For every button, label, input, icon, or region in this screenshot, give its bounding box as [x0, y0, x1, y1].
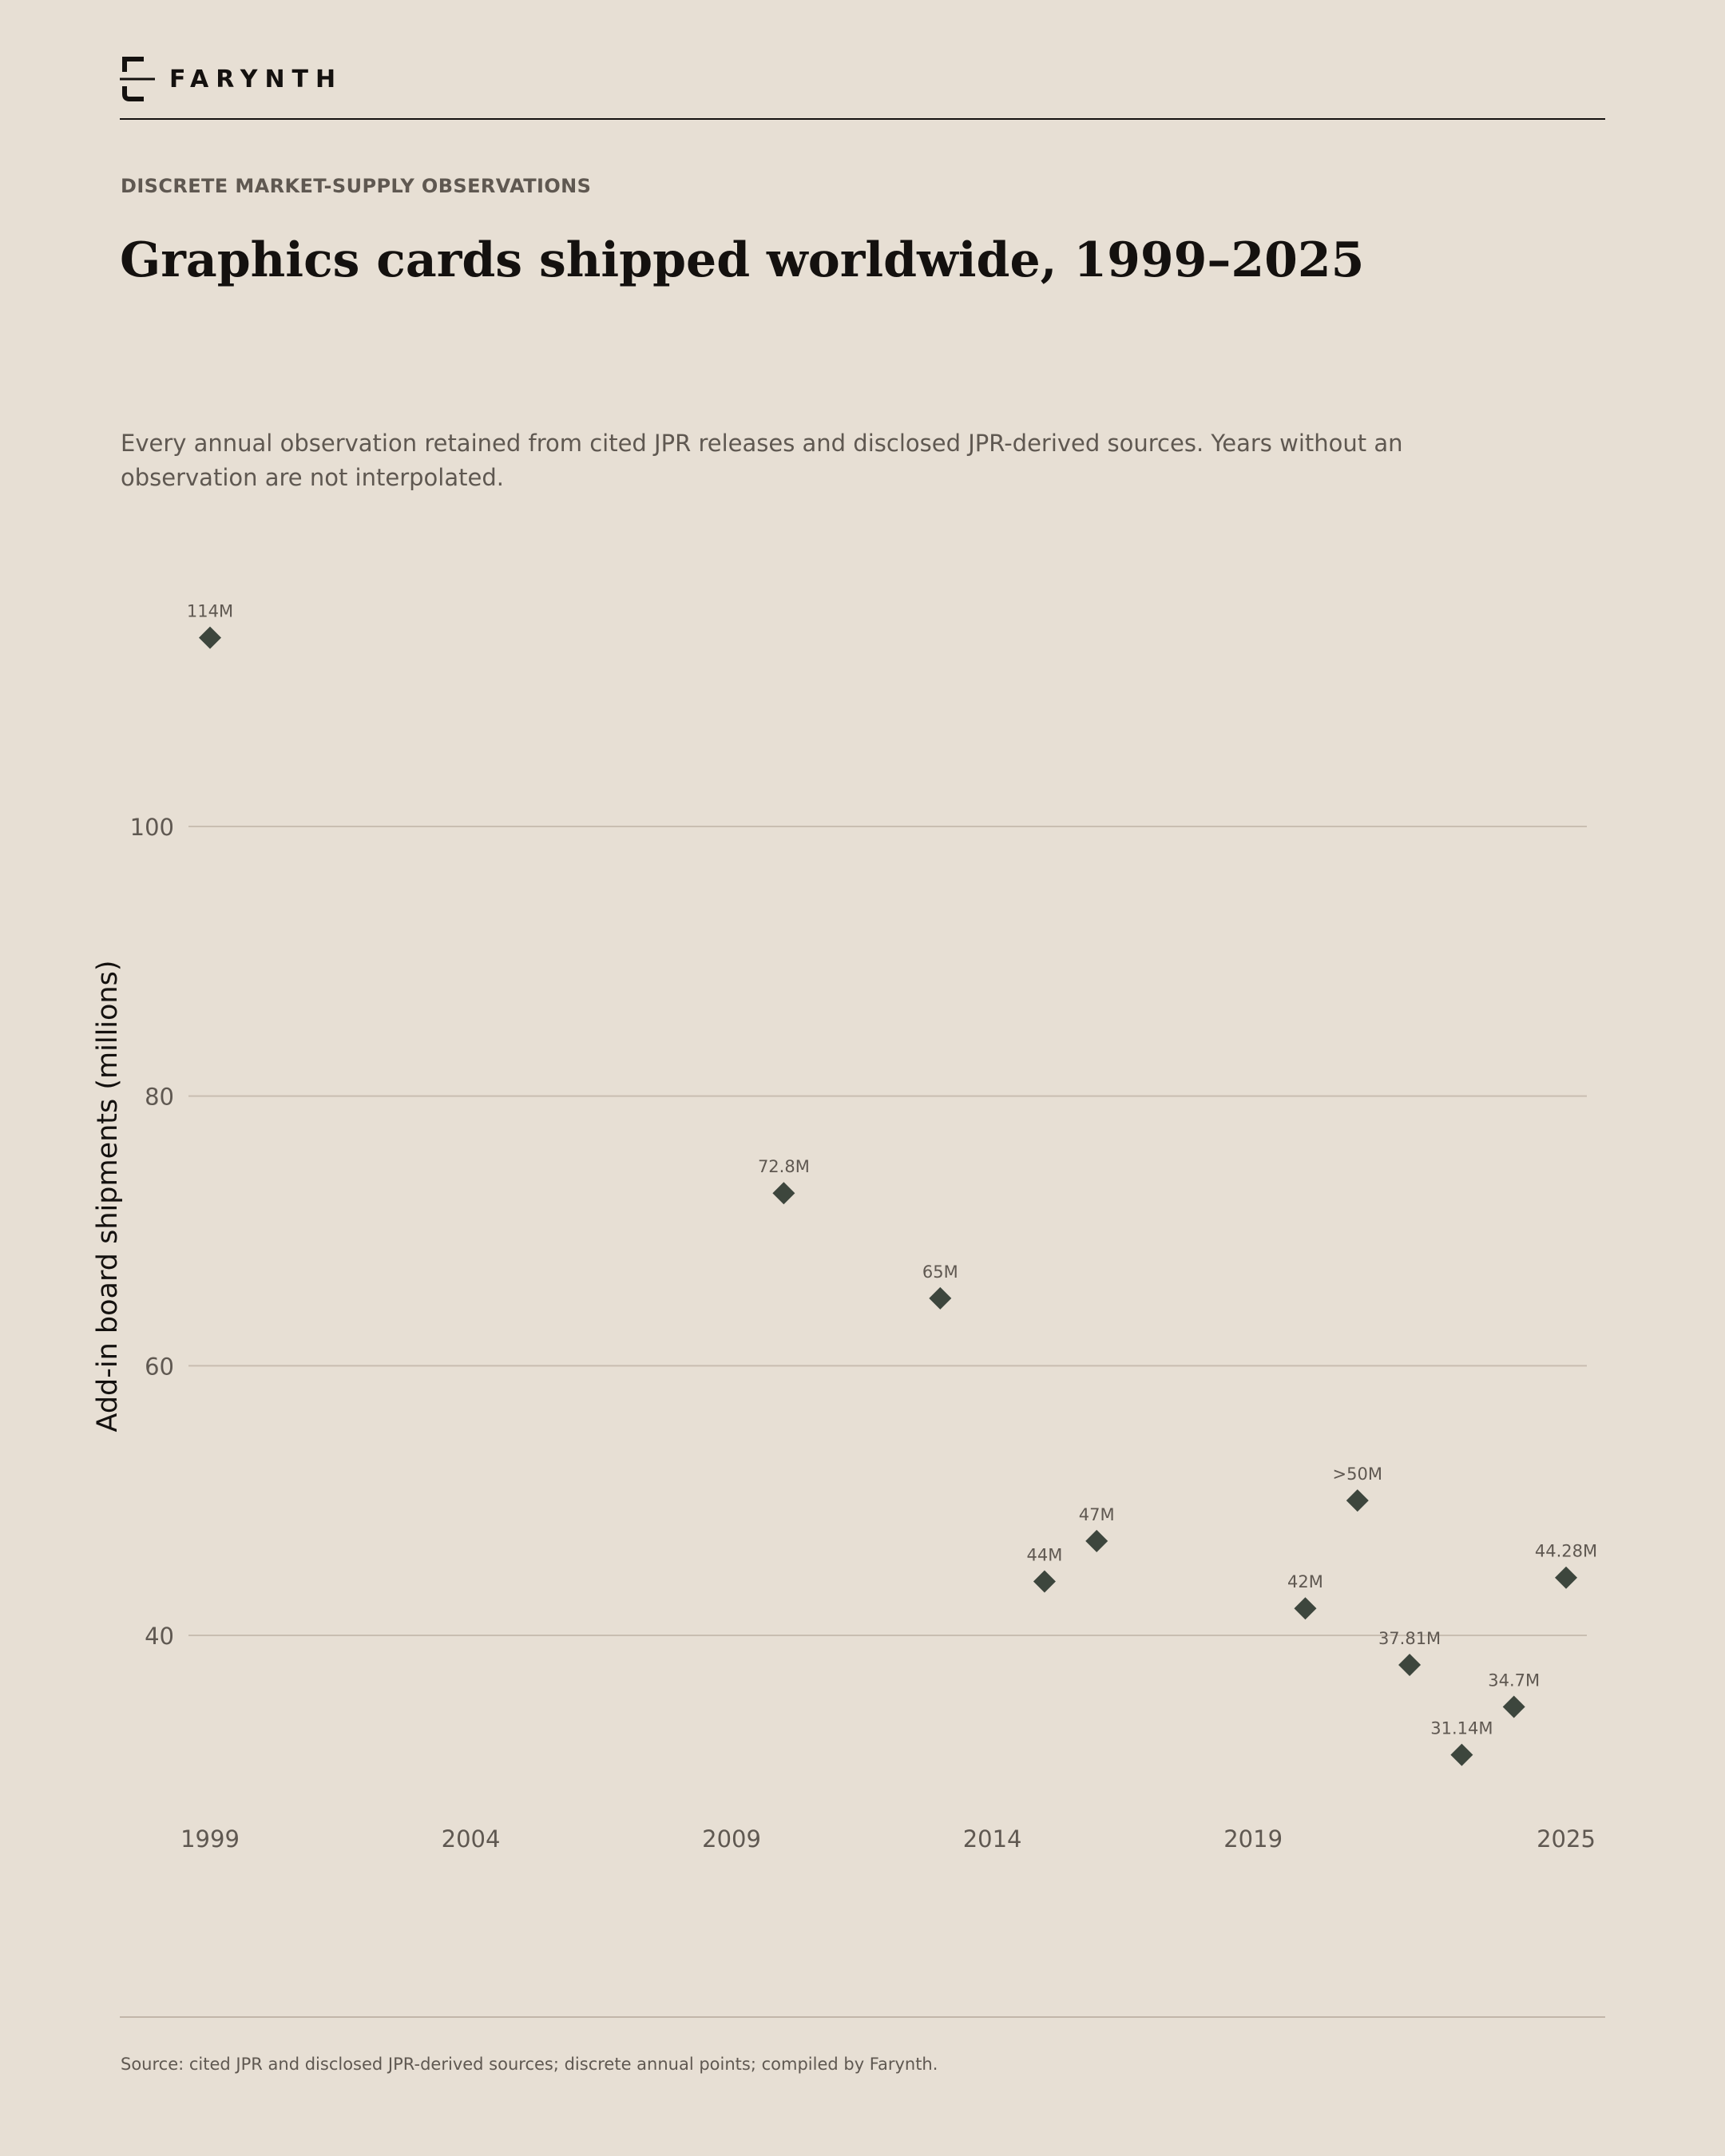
bracket-logo-icon	[120, 57, 155, 101]
x-tick-label: 2004	[442, 1825, 501, 1853]
data-label: 34.7M	[1488, 1671, 1540, 1690]
data-label: 44M	[1027, 1545, 1063, 1564]
header-divider	[120, 118, 1605, 120]
x-tick-labels: 1999 2004 2009 2014 2019 2025	[180, 1825, 1596, 1853]
brand: FARYNTH	[120, 56, 343, 102]
data-label: 37.81M	[1378, 1629, 1441, 1648]
page-subtitle: Every annual observation retained from c…	[121, 430, 1403, 491]
y-tick-labels: 40 60 80 100	[130, 814, 174, 1650]
data-point	[772, 1182, 795, 1205]
scatter-chart: 40 60 80 100 1999 2004 2009 2014 2019 2025 Add-i…	[92, 602, 1597, 1853]
y-axis-label: Add-in board shipments (millions)	[92, 960, 124, 1432]
grid-lines	[188, 826, 1587, 1636]
data-point	[1346, 1489, 1369, 1512]
footer-divider	[120, 2016, 1605, 2018]
data-label: 114M	[187, 602, 233, 621]
data-point	[1085, 1529, 1108, 1552]
data-label: 44.28M	[1535, 1542, 1597, 1561]
data-point	[1033, 1570, 1056, 1593]
brand-name: FARYNTH	[169, 65, 343, 93]
data-label: 42M	[1287, 1572, 1323, 1591]
data-point	[929, 1286, 952, 1310]
data-point	[1555, 1566, 1577, 1589]
data-label: 47M	[1079, 1505, 1115, 1524]
data-label: 72.8M	[758, 1157, 810, 1176]
data-point	[1502, 1695, 1525, 1718]
data-label: >50M	[1333, 1464, 1382, 1484]
x-tick-label: 2019	[1223, 1825, 1283, 1853]
y-tick-label: 40	[145, 1623, 174, 1650]
y-tick-label: 100	[130, 814, 174, 841]
data-labels: 114M 72.8M 65M 44M 47M 42M >50M 37.81M 31.14M 34.…	[187, 602, 1597, 1738]
x-tick-label: 1999	[180, 1825, 240, 1853]
page-title: Graphics cards shipped worldwide, 1999–2…	[120, 232, 1365, 288]
data-point	[199, 626, 221, 649]
x-tick-label: 2025	[1537, 1825, 1596, 1853]
data-label: 31.14M	[1430, 1719, 1493, 1738]
data-points	[199, 626, 1577, 1766]
eyebrow-label: DISCRETE MARKET-SUPPLY OBSERVATIONS	[121, 175, 592, 197]
data-point	[1294, 1597, 1317, 1620]
y-tick-label: 80	[145, 1084, 174, 1111]
data-point	[1450, 1743, 1473, 1766]
x-tick-label: 2009	[702, 1825, 761, 1853]
data-point	[1398, 1653, 1422, 1676]
x-tick-label: 2014	[963, 1825, 1022, 1853]
y-tick-label: 60	[145, 1353, 174, 1380]
source-note: Source: cited JPR and disclosed JPR-deri…	[121, 2055, 938, 2074]
data-label: 65M	[922, 1262, 958, 1282]
